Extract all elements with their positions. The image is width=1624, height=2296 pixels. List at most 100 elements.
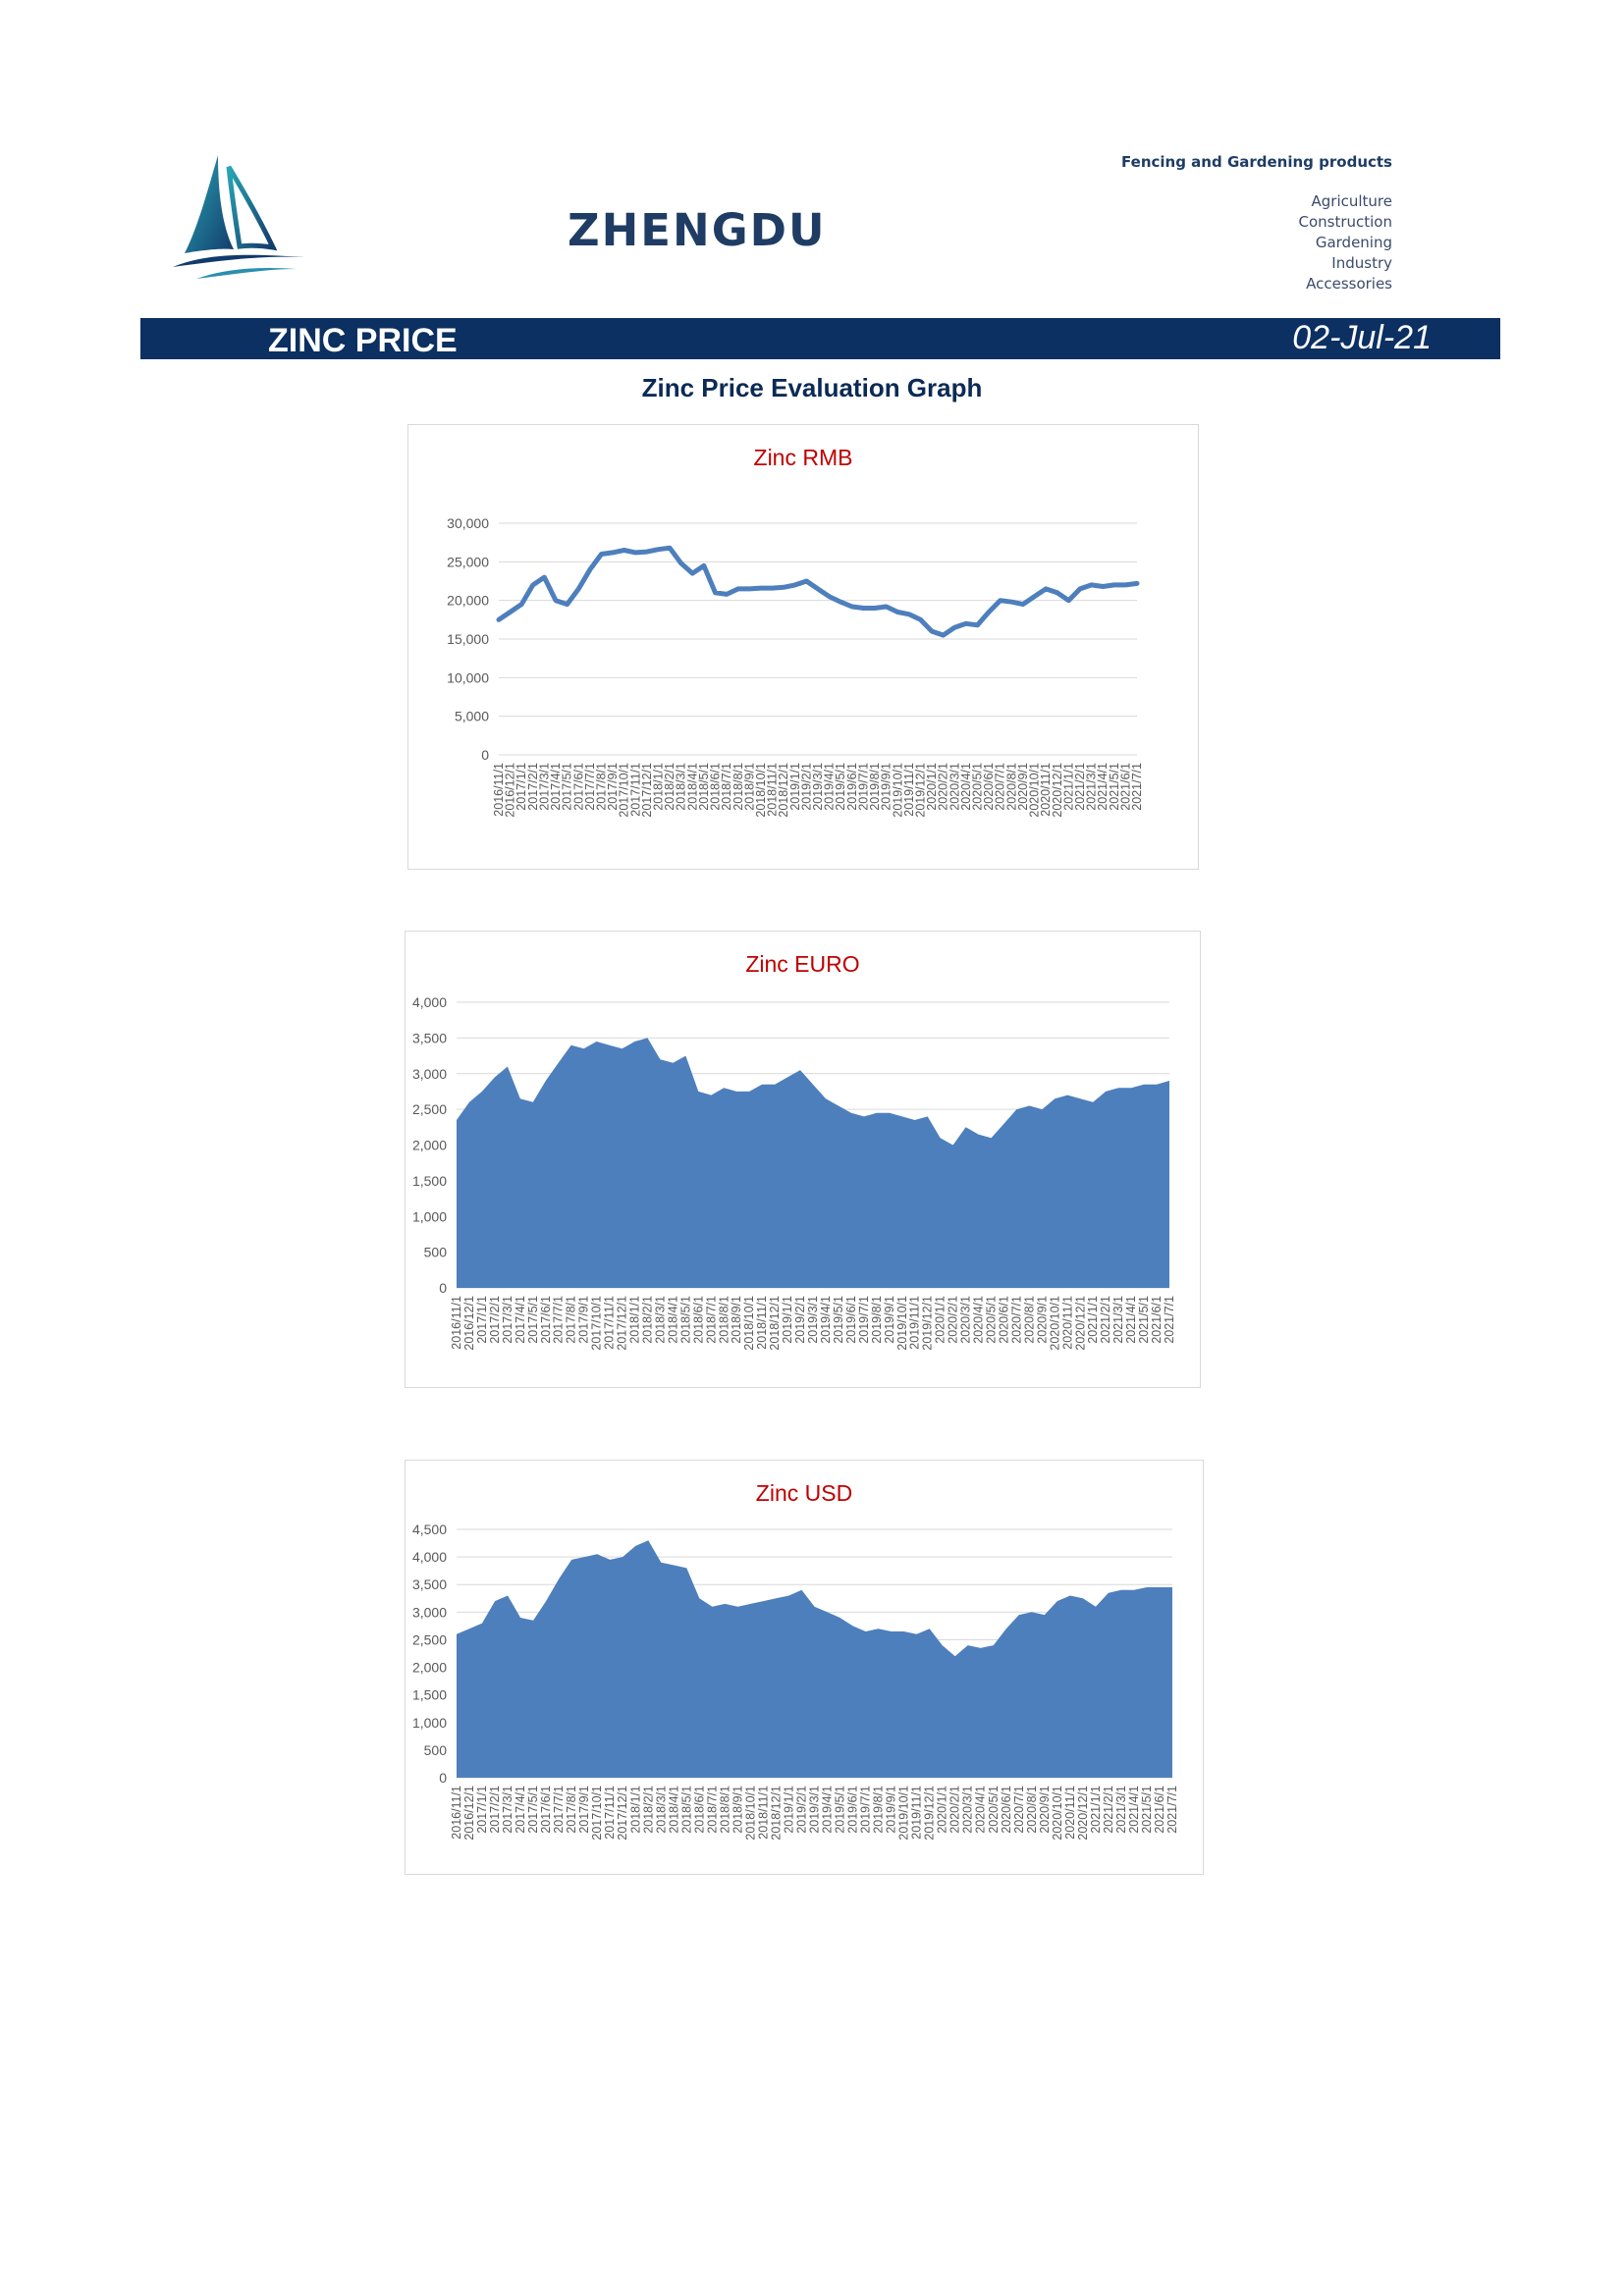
x-tick-label: 2017/9/1 [606,763,620,811]
series-area [457,1540,1172,1778]
y-tick-label: 20,000 [447,593,489,609]
x-tick-label: 2017/3/1 [501,1786,514,1834]
x-tick-label: 2017/1/1 [475,1296,489,1344]
y-tick-label: 2,000 [412,1660,447,1676]
x-tick-label: 2019/6/1 [845,763,859,811]
y-tick-label: 500 [424,1742,448,1758]
x-tick-label: 2021/7/1 [1130,763,1144,811]
x-tick-label: 2019/5/1 [832,1296,845,1344]
y-tick-label: 1,000 [412,1715,447,1731]
brand-name: ZHENGDU [568,204,827,256]
y-tick-label: 25,000 [447,554,489,569]
category-item: Construction [1298,213,1392,231]
tagline: Fencing and Gardening products [1121,153,1392,171]
y-tick-label: 4,500 [412,1522,447,1537]
x-tick-label: 2019/12/1 [913,763,927,818]
x-tick-label: 2020/9/1 [1016,763,1030,811]
x-tick-label: 2017/2/1 [526,763,540,811]
x-tick-label: 2021/7/1 [1163,1296,1176,1344]
x-tick-label: 2019/3/1 [808,1786,822,1834]
x-tick-label: 2021/2/1 [1102,1786,1115,1834]
x-tick-label: 2016/12/1 [462,1786,476,1841]
chart-zinc-rmb: Zinc RMB 0 5,000 10,000 15,000 20,000 25,000 30… [407,424,1199,870]
x-tick-label: 2018/1/1 [652,763,666,811]
x-tick-label: 2018/6/1 [692,1786,706,1834]
x-tick-label: 2017/6/1 [539,1786,553,1834]
x-tick-label: 2019/8/1 [868,763,882,811]
x-tick-label: 2019/7/1 [859,1786,873,1834]
x-tick-label: 2017/8/1 [565,1786,578,1834]
x-tick-label: 2017/7/1 [552,1786,566,1834]
x-tick-label: 2019/1/1 [782,1786,795,1834]
x-tick-label: 2020/5/1 [971,763,985,811]
x-tick-label: 2019/10/1 [895,1296,909,1351]
title-banner: ZINC PRICE 02-Jul-21 [140,318,1500,359]
category-list: Agriculture Construction Gardening Indus… [1298,191,1392,294]
y-tick-label: 1,000 [412,1208,447,1224]
x-tick-label: 2019/6/1 [846,1786,860,1834]
x-tick-label: 2019/2/1 [799,763,813,811]
category-item: Agriculture [1311,192,1393,210]
chart-zinc-usd-svg: Zinc USD 0 500 1,000 1,500 2,000 2,500 3,000 3,5… [412,1480,1179,1841]
x-tick-label: 2016/12/1 [504,763,517,818]
x-tick-label: 2019/5/1 [834,763,847,811]
x-tick-label: 2020/1/1 [925,763,939,811]
sailboat-logo-icon [167,147,314,294]
x-tick-label: 2018/7/1 [720,763,733,811]
x-tick-label: 2021/1/1 [1061,763,1075,811]
x-tick-label: 2020/12/1 [1076,1786,1090,1841]
x-tick-label: 2020/2/1 [948,1786,962,1834]
y-tick-label: 4,000 [412,994,447,1010]
x-tick-label: 2019/4/1 [819,1296,833,1344]
chart-zinc-usd: Zinc USD 0 500 1,000 1,500 2,000 2,500 3,000 3,5… [405,1460,1204,1875]
y-tick-label: 10,000 [447,669,489,685]
x-tick-label: 2018/8/1 [717,1296,731,1344]
x-tick-label: 2017/9/1 [577,1296,591,1344]
page-title: Zinc Price Evaluation Graph [641,373,983,402]
x-tick-label: 2020/10/1 [1048,1296,1061,1351]
x-tick-label: 2018/6/1 [709,763,723,811]
x-tick-label: 2018/3/1 [654,1786,668,1834]
x-tick-label: 2021/6/1 [1118,763,1132,811]
x-tick-label: 2019/2/1 [794,1786,808,1834]
x-tick-label: 2020/10/1 [1051,1786,1064,1841]
x-tick-label: 2019/10/1 [891,763,904,818]
x-tick-label: 2019/11/1 [910,1786,924,1840]
x-tick-label: 2020/1/1 [936,1786,949,1834]
y-tick-label: 0 [481,747,489,763]
x-tick-label: 2019/3/1 [811,763,825,811]
x-tick-label: 2021/6/1 [1153,1786,1166,1834]
x-tick-label: 2020/1/1 [934,1296,947,1344]
x-tick-label: 2021/1/1 [1086,1296,1100,1344]
x-tick-label: 2020/6/1 [1000,1786,1013,1834]
x-tick-label: 2020/9/1 [1038,1786,1052,1834]
x-tick-label: 2018/4/1 [666,1296,679,1344]
chart-title: Zinc USD [756,1480,852,1506]
banner-title: ZINC PRICE [268,322,458,359]
x-tick-label: 2018/8/1 [731,763,745,811]
x-tick-label: 2019/6/1 [844,1296,858,1344]
x-tick-label: 2020/6/1 [997,1296,1010,1344]
y-tick-label: 2,500 [412,1101,447,1117]
x-tick-label: 2018/4/1 [667,1786,680,1834]
x-tick-label: 2020/8/1 [1025,1786,1039,1834]
y-tick-label: 1,500 [412,1687,447,1703]
x-tick-label: 2020/8/1 [1022,1296,1036,1344]
x-tick-label: 2018/2/1 [640,1296,654,1344]
x-tick-label: 2019/12/1 [923,1786,937,1841]
x-tick-label: 2020/12/1 [1073,1296,1087,1351]
x-tick-label: 2018/8/1 [718,1786,731,1834]
x-tick-label: 2017/5/1 [526,1786,540,1834]
x-tick-label: 2019/12/1 [921,1296,935,1351]
x-tick-label: 2019/3/1 [806,1296,820,1344]
x-tick-label: 2021/2/1 [1099,1296,1112,1344]
y-tick-label: 0 [439,1770,447,1786]
x-tick-label: 2019/9/1 [885,1786,898,1834]
category-item: Gardening [1315,234,1392,251]
x-tick-label: 2020/2/1 [937,763,950,811]
x-tick-label: 2020/2/1 [947,1296,960,1344]
x-tick-label: 2021/4/1 [1096,763,1110,811]
x-tick-label: 2018/10/1 [743,1786,757,1841]
x-tick-label: 2017/2/1 [488,1296,502,1344]
x-tick-label: 2019/9/1 [880,763,893,811]
